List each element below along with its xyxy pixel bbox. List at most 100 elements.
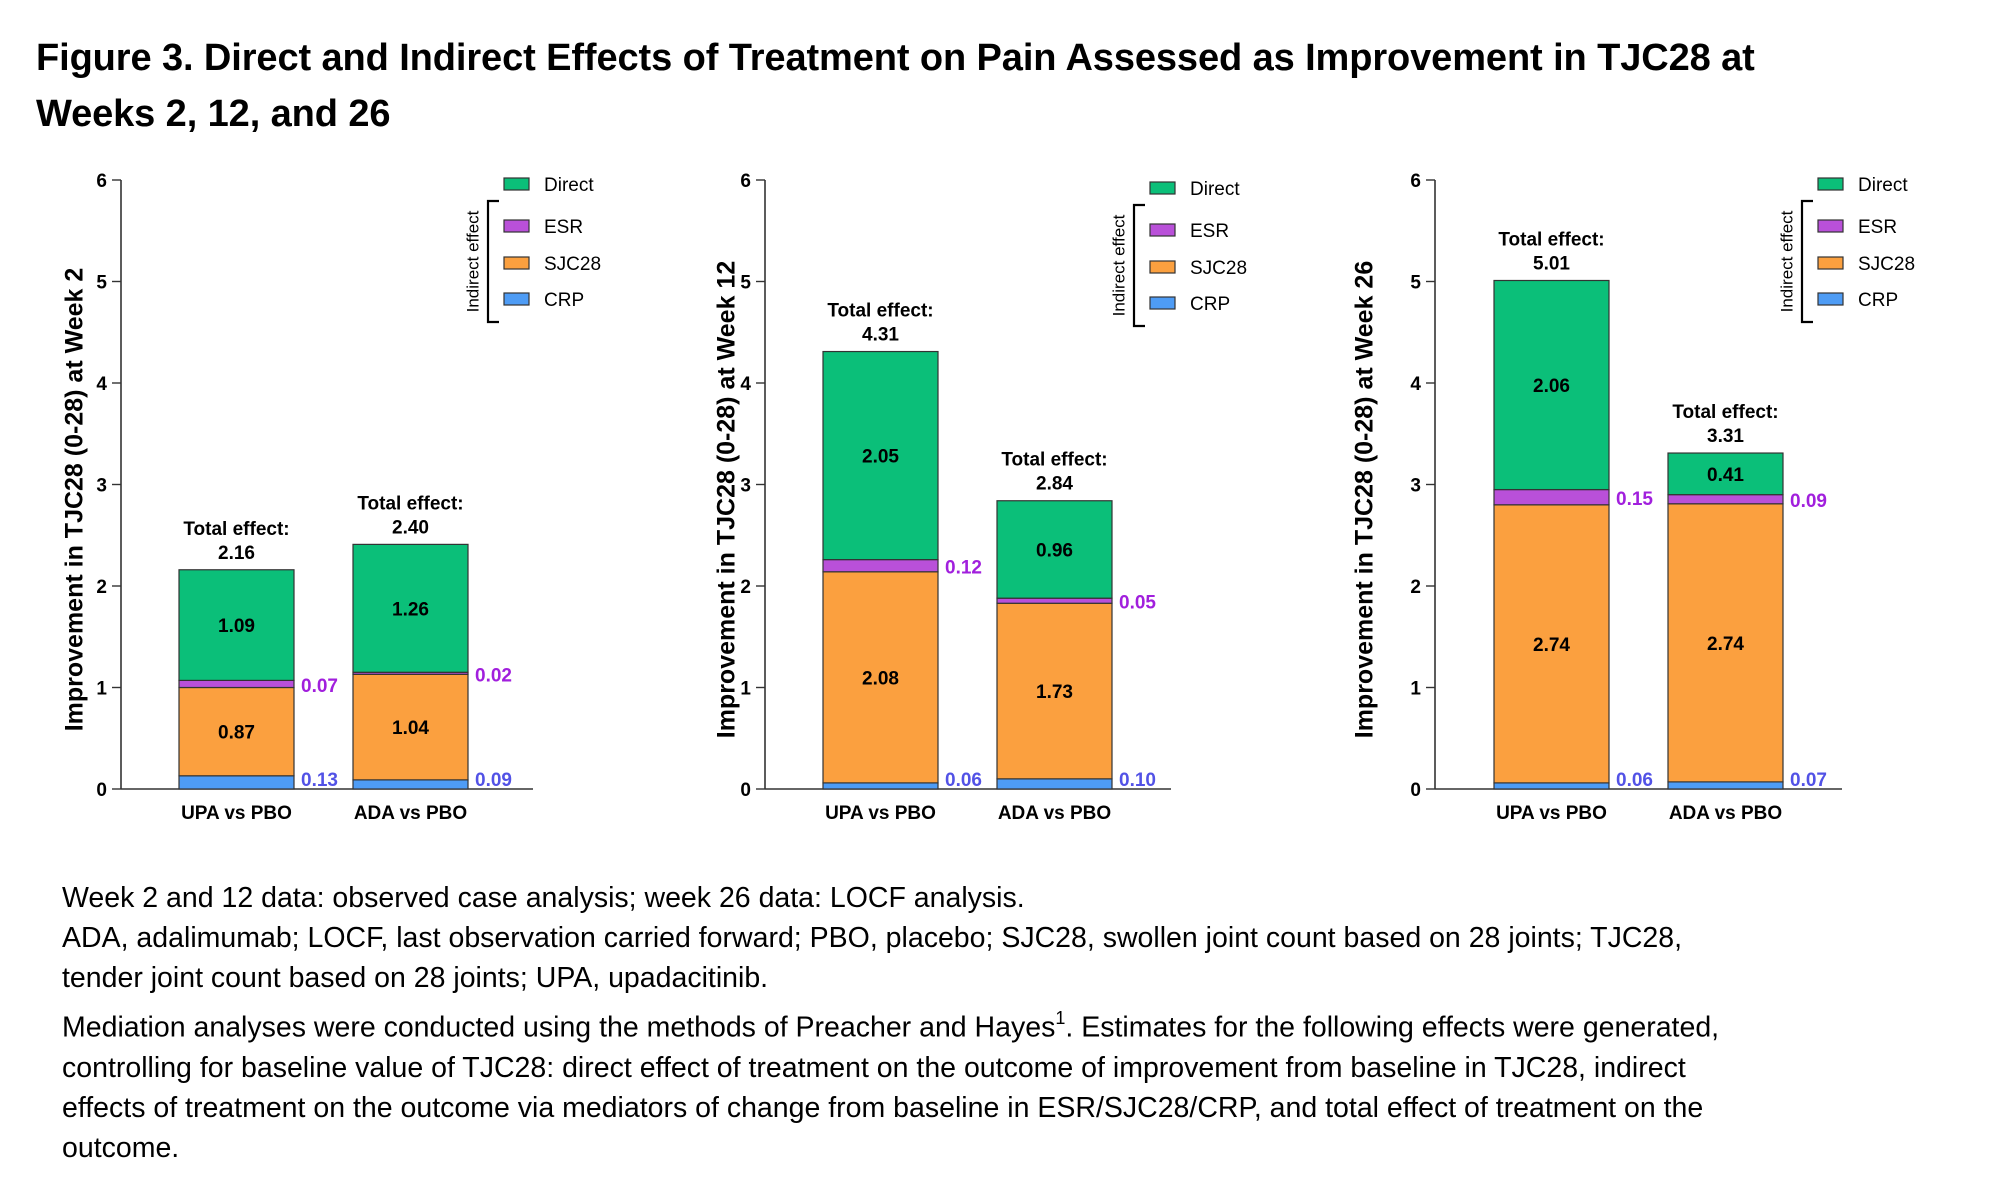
bar-segment-esr xyxy=(178,679,295,689)
y-tick-label: 6 xyxy=(96,171,107,192)
note-line-4-text-end: . Estimates for the following effects we… xyxy=(1065,1011,1720,1044)
legend-label-direct: Direct xyxy=(1858,175,1908,196)
bar-segment-esr xyxy=(996,597,1113,604)
bar-segment-sjc28 xyxy=(1667,503,1784,783)
x-category-label: ADA vs PBO xyxy=(1669,803,1782,824)
bar-segment-crp xyxy=(178,775,295,790)
y-tick-label: 6 xyxy=(1410,171,1421,192)
y-tick-label: 4 xyxy=(740,374,751,395)
y-tick-label: 2 xyxy=(740,577,751,598)
value-label-direct: 0.41 xyxy=(1707,465,1744,486)
value-label-esr: 0.07 xyxy=(301,676,338,697)
reference-superscript: 1 xyxy=(1055,1008,1066,1028)
y-tick-label: 5 xyxy=(1410,273,1421,294)
value-label-crp: 0.09 xyxy=(475,770,512,791)
legend-swatch-crp xyxy=(503,292,530,306)
value-label-crp: 0.06 xyxy=(945,770,982,791)
bar-segment-crp xyxy=(1493,782,1610,790)
x-category-label: UPA vs PBO xyxy=(825,803,936,824)
y-tick-label: 5 xyxy=(96,273,107,294)
value-label-esr: 0.02 xyxy=(475,665,512,686)
legend-label-esr: ESR xyxy=(1858,217,1897,238)
total-effect-value: 3.31 xyxy=(1707,426,1744,447)
legend-swatch-crp xyxy=(1817,292,1844,306)
value-label-sjc28: 2.08 xyxy=(862,668,899,689)
charts-canvas: 0 1 2 3 4 5 6 Improvement in TJC28 (0-28) at We… xyxy=(61,171,1915,824)
legend-label-crp: CRP xyxy=(1858,290,1898,311)
y-axis-title: Improvement in TJC28 (0-28) at Week 26 xyxy=(1351,261,1379,739)
total-effect-label: Total effect: xyxy=(1672,402,1778,423)
legend-swatch-esr xyxy=(1817,219,1844,233)
bar-segment-crp xyxy=(822,782,939,790)
total-effect-value: 2.40 xyxy=(392,517,429,538)
legend-swatch-sjc28 xyxy=(1149,260,1176,274)
y-tick-label: 0 xyxy=(96,780,107,801)
bar-segment-crp xyxy=(1667,781,1784,790)
y-tick-label: 1 xyxy=(740,679,751,700)
value-label-direct: 2.05 xyxy=(862,447,899,468)
y-tick-label: 1 xyxy=(96,679,107,700)
x-category-label: ADA vs PBO xyxy=(354,803,467,824)
legend-swatch-sjc28 xyxy=(1817,256,1844,270)
bar-segment-esr xyxy=(1667,494,1784,505)
legend-group-label: Indirect effect xyxy=(463,210,482,312)
figure-title-line-1: Figure 3. Direct and Indirect Effects of… xyxy=(36,37,1755,79)
legend-swatch-crp xyxy=(1149,296,1176,310)
legend-label-direct: Direct xyxy=(1190,179,1240,200)
total-effect-label: Total effect: xyxy=(1001,450,1107,471)
bar-segment-crp xyxy=(996,778,1113,790)
legend-label-crp: CRP xyxy=(1190,294,1230,315)
value-label-esr: 0.15 xyxy=(1616,489,1653,510)
bar-segment-sjc28 xyxy=(1493,504,1610,784)
total-effect-label: Total effect: xyxy=(827,301,933,322)
y-axis-title: Improvement in TJC28 (0-28) at Week 12 xyxy=(713,261,741,739)
legend-swatch-sjc28 xyxy=(503,256,530,270)
y-tick-label: 2 xyxy=(96,577,107,598)
note-line-5: controlling for baseline value of TJC28:… xyxy=(62,1051,1686,1084)
bar-segment-direct xyxy=(178,569,295,681)
legend-label-sjc28: SJC28 xyxy=(1190,258,1247,279)
total-effect-value: 4.31 xyxy=(862,325,899,346)
y-tick-label: 5 xyxy=(740,273,751,294)
bar-segment-esr xyxy=(822,559,939,573)
legend-bracket xyxy=(486,199,499,324)
legend-label-crp: CRP xyxy=(544,290,584,311)
y-tick-label: 4 xyxy=(96,374,107,395)
y-tick-label: 3 xyxy=(740,476,751,497)
note-line-4: Mediation analyses were conducted using … xyxy=(62,1000,1982,1048)
legend-swatch-esr xyxy=(1149,223,1176,237)
figure-title-line-2: Weeks 2, 12, and 26 xyxy=(36,93,391,135)
y-tick-label: 4 xyxy=(1410,374,1421,395)
bar-segment-direct xyxy=(1493,279,1610,491)
legend-group-label: Indirect effect xyxy=(1109,214,1128,316)
legend-label-sjc28: SJC28 xyxy=(1858,254,1915,275)
value-label-sjc28: 0.87 xyxy=(218,723,255,744)
figure-title: Figure 3. Direct and Indirect Effects of… xyxy=(36,30,1976,142)
bar-segment-direct xyxy=(822,350,939,561)
x-category-label: UPA vs PBO xyxy=(1496,803,1607,824)
bar-segment-crp xyxy=(352,779,469,790)
legend-swatch-direct xyxy=(1817,177,1844,191)
value-label-sjc28: 1.73 xyxy=(1036,682,1073,703)
legend-bracket xyxy=(1132,203,1145,328)
value-label-esr: 0.12 xyxy=(945,558,982,579)
legend-swatch-direct xyxy=(503,177,530,191)
value-label-direct: 2.06 xyxy=(1533,376,1570,397)
bar-segment-sjc28 xyxy=(178,686,295,777)
value-label-crp: 0.06 xyxy=(1616,770,1653,791)
bar-segment-direct xyxy=(996,500,1113,599)
bar-segment-direct xyxy=(1667,452,1784,496)
value-label-direct: 1.26 xyxy=(392,599,429,620)
total-effect-value: 2.84 xyxy=(1036,474,1073,495)
y-tick-label: 1 xyxy=(1410,679,1421,700)
total-effect-label: Total effect: xyxy=(183,519,289,540)
note-line-7: outcome. xyxy=(62,1131,180,1164)
legend-label-sjc28: SJC28 xyxy=(544,254,601,275)
note-line-3: tender joint count based on 28 joints; U… xyxy=(62,962,769,994)
figure-notes: Week 2 and 12 data: observed case analys… xyxy=(62,878,1982,1168)
legend-label-direct: Direct xyxy=(544,175,594,196)
value-label-sjc28: 1.04 xyxy=(392,718,429,739)
value-label-crp: 0.13 xyxy=(301,770,338,791)
value-label-esr: 0.09 xyxy=(1790,491,1827,512)
y-axis-title: Improvement in TJC28 (0-28) at Week 2 xyxy=(61,268,89,732)
